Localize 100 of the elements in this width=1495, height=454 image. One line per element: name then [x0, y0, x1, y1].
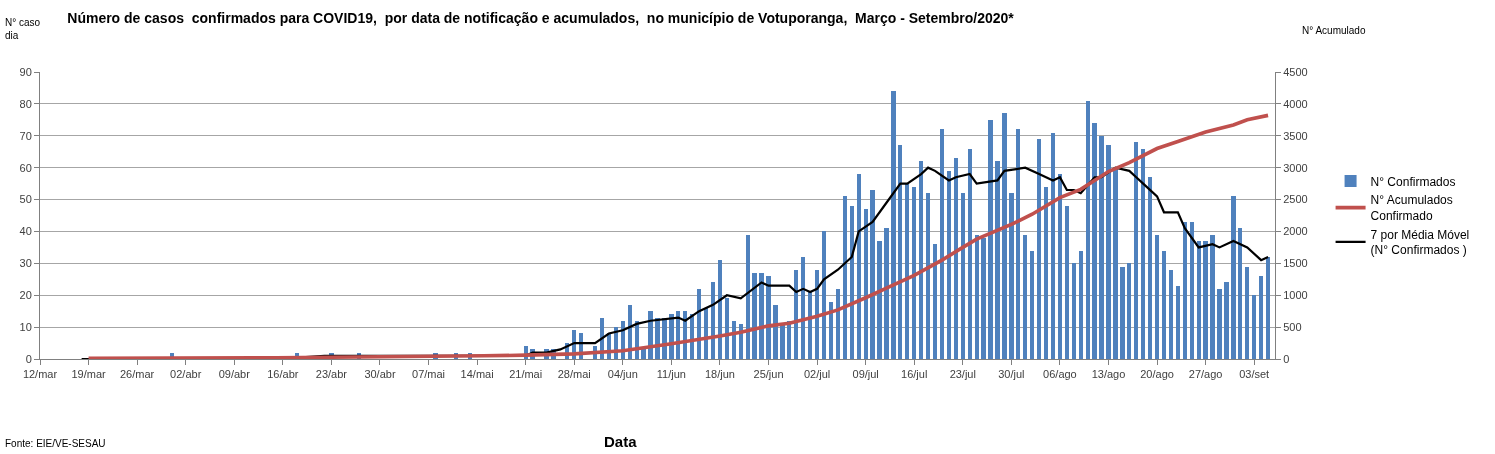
bar: [1197, 241, 1201, 359]
bar: [1127, 263, 1131, 359]
bar: [857, 174, 861, 359]
legend-label: 7 por Média Móvel (N° Confirmados ): [1370, 227, 1470, 258]
bar: [1141, 149, 1145, 359]
y2-tick-label: 4000: [1283, 97, 1308, 110]
bar: [988, 120, 993, 359]
bar: [1183, 222, 1187, 359]
y2-axis-title: N° Acumulado: [1302, 25, 1366, 36]
bar: [995, 161, 1000, 359]
line-series: [86, 113, 1270, 359]
bar: [843, 196, 847, 359]
x-tick-label: 30/jul: [998, 368, 1025, 381]
bar: [1210, 235, 1215, 359]
y-tick-label: 20: [19, 289, 32, 302]
legend-label: N° Acumulados Confirmado: [1370, 193, 1453, 224]
x-tick-label: 02/abr: [170, 368, 202, 381]
bar: [877, 241, 882, 359]
y2-tick-label: 4500: [1283, 65, 1308, 78]
bar: [718, 260, 722, 359]
bar: [1231, 196, 1236, 359]
bar: [1072, 263, 1076, 359]
bar: [1217, 289, 1222, 359]
bar: [1155, 235, 1159, 359]
y2-tick-label: 3000: [1283, 161, 1308, 174]
x-tick-label: 07/mai: [412, 368, 446, 381]
bar: [1190, 222, 1194, 359]
x-tick-label: 28/mai: [557, 368, 591, 381]
bar: [1030, 251, 1034, 359]
x-tick-label: 04/jun: [607, 368, 638, 381]
bar: [1238, 228, 1242, 359]
legend-label: N° Confirmados: [1370, 174, 1456, 189]
bar: [815, 270, 819, 359]
bar: [746, 235, 750, 359]
bar: [641, 349, 646, 359]
x-tick-label: 21/mai: [509, 368, 543, 381]
x-tick-label: 16/abr: [267, 368, 299, 381]
bar: [947, 171, 951, 359]
x-tick-label: 27/ago: [1188, 368, 1223, 381]
x-tick-label: 18/jun: [704, 368, 735, 381]
bar: [1051, 133, 1055, 359]
bar: [1086, 101, 1090, 359]
bar: [1259, 276, 1263, 359]
bar: [1162, 251, 1166, 359]
x-tick-label: 30/abr: [364, 368, 396, 381]
bar: [1245, 267, 1249, 359]
bar: [1058, 174, 1062, 359]
y-tick-label: 0: [25, 352, 32, 365]
bar: [1106, 145, 1111, 359]
bar: [1037, 139, 1041, 359]
bar: [766, 276, 771, 359]
bar: [801, 257, 805, 359]
bar: [1009, 193, 1014, 359]
bar: [752, 273, 757, 359]
x-tick-label: 19/mar: [71, 368, 107, 381]
y-tick-label: 60: [19, 161, 32, 174]
bar: [850, 206, 854, 359]
chart-title: Número de casos confirmados para COVID19, por data de notificação e acumulados, no município de Votuporanga, Março - Setembro/2020*: [67, 10, 1015, 27]
source-note: Fonte: EIE/VE-SESAU: [5, 438, 106, 449]
x-tick-label: 02/jul: [803, 368, 831, 381]
bar: [919, 161, 923, 359]
bar: [870, 190, 875, 359]
x-tick-label: 23/jul: [949, 368, 976, 381]
bar: [697, 289, 701, 359]
bar: [704, 308, 708, 359]
x-tick-label: 12/mar: [22, 368, 58, 381]
bar: [1002, 113, 1007, 359]
x-tick-label: 06/ago: [1043, 368, 1077, 381]
x-tick-label: 03/set: [1239, 368, 1270, 381]
y-tick-label: 40: [19, 225, 32, 238]
x-axis-title: Data: [604, 433, 638, 450]
bar: [773, 305, 778, 359]
bar: [808, 292, 812, 359]
bar: [759, 273, 764, 359]
bar: [912, 187, 916, 359]
bar: [1148, 177, 1152, 359]
bar: [1266, 257, 1270, 359]
bar: [725, 298, 729, 359]
bar: [905, 184, 909, 359]
x-tick-label: 14/mai: [460, 368, 494, 381]
bar: [1016, 129, 1020, 359]
y-tick-label: 10: [19, 320, 32, 333]
y2-tick-label: 2500: [1283, 193, 1308, 206]
bar: [1113, 168, 1118, 359]
bar: [1079, 251, 1083, 359]
y-tick-label: 70: [19, 129, 32, 142]
bar: [981, 238, 986, 359]
bar: [711, 282, 715, 359]
bar: [898, 145, 902, 359]
y-axis-title: N° caso dia: [5, 17, 41, 41]
bar: [780, 324, 785, 359]
bar: [1120, 267, 1125, 359]
x-tick-label: 13/ago: [1091, 368, 1126, 381]
x-tick-label: 16/jul: [901, 368, 928, 381]
bar: [829, 302, 833, 359]
bar: [961, 193, 965, 359]
bar: [891, 91, 896, 359]
x-tick-label: 09/jul: [852, 368, 879, 381]
bar: [794, 270, 798, 359]
bar: [1099, 136, 1104, 359]
